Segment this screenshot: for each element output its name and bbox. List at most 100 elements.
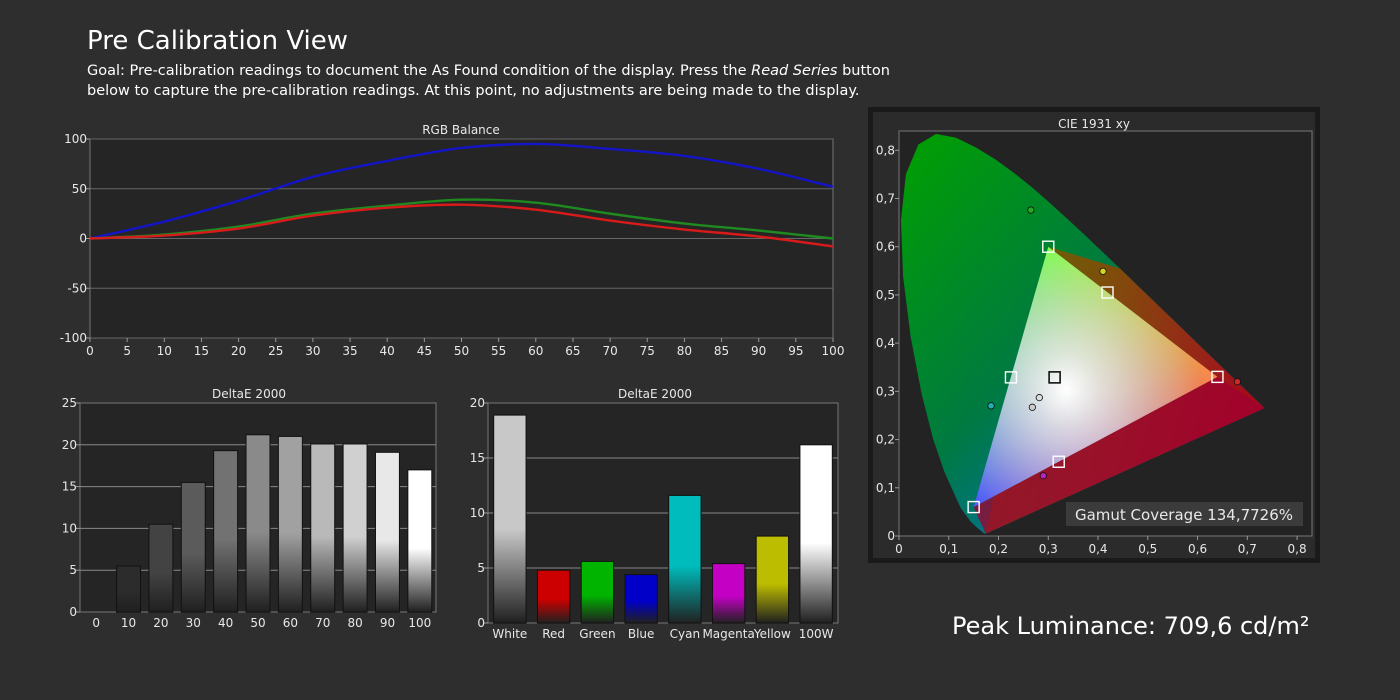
deltae-bar (711, 563, 746, 624)
cie-locus-purple (973, 376, 1265, 534)
cie-target-square (1042, 240, 1055, 253)
deltae-x-tick-label: 100 (408, 616, 431, 630)
deltae-bar (180, 481, 206, 613)
goal-emphasis: Read Series (751, 63, 838, 79)
deltae-x-tick-label: 60 (283, 616, 298, 630)
deltae-x-tick-label: 20 (153, 616, 168, 630)
cie-y-tick-label: 0,1 (876, 481, 895, 495)
cie-x-tick-label: 0,3 (1039, 542, 1058, 556)
deltae-bar (374, 451, 400, 613)
cie-y-tick-label: 0,5 (876, 288, 895, 302)
deltae-bar (213, 450, 239, 613)
cie-measured-point (1233, 378, 1241, 386)
rgb-x-tick-label: 55 (491, 344, 506, 358)
cie-measured-point (987, 402, 995, 410)
cie-x-tick-label: 0,7 (1238, 542, 1257, 556)
deltae-x-tick-label: 50 (250, 616, 265, 630)
deltae-bar (277, 435, 303, 613)
cie-y-tick-label: 0,3 (876, 384, 895, 398)
deltae-x-tick-label: 100W (799, 627, 834, 641)
cie-y-tick-label: 0,6 (876, 240, 895, 254)
cie-measured-point (1039, 472, 1047, 480)
deltae-bar (624, 574, 658, 624)
deltae-y-tick-label: 20 (62, 438, 77, 452)
rgb-x-tick-label: 90 (751, 344, 766, 358)
cie-target-square (1052, 455, 1065, 468)
deltae-y-tick-label: 15 (62, 480, 77, 494)
deltae-bar (148, 523, 174, 613)
deltae-x-tick-label: Yellow (753, 627, 791, 641)
deltae-y-tick-label: 0 (477, 616, 485, 630)
rgb-balance-title: RGB Balance (422, 123, 500, 137)
rgb-y-tick-label: 0 (79, 232, 87, 246)
deltae-x-tick-label: Blue (628, 627, 655, 641)
rgb-x-tick-label: 75 (640, 344, 655, 358)
rgb-x-tick-label: 30 (305, 344, 320, 358)
cie-y-tick-label: 0,4 (876, 336, 895, 350)
rgb-series-line-1 (89, 198, 834, 240)
deltae-bar (407, 469, 433, 613)
deltae-bar (342, 443, 368, 613)
rgb-x-tick-label: 15 (194, 344, 209, 358)
cie-whitepoint-square (1048, 371, 1061, 384)
rgb-y-tick-label: -100 (60, 331, 87, 345)
deltae-y-tick-label: 25 (62, 396, 77, 410)
deltae-colors-title: DeltaE 2000 (618, 387, 692, 401)
goal-text: Goal: Pre-calibration readings to docume… (87, 61, 927, 101)
cie-y-tick-label: 0 (887, 529, 895, 543)
deltae-x-tick-label: 0 (92, 616, 100, 630)
cie-x-tick-label: 0,4 (1088, 542, 1107, 556)
rgb-x-tick-label: 0 (86, 344, 94, 358)
goal-prefix: Goal: Pre-calibration readings to docume… (87, 63, 747, 79)
cie-x-tick-label: 0 (895, 542, 903, 556)
deltae-x-tick-label: Magenta (702, 627, 754, 641)
rgb-x-tick-label: 25 (268, 344, 283, 358)
deltae-x-tick-label: Cyan (670, 627, 700, 641)
rgb-x-tick-label: 20 (231, 344, 246, 358)
deltae-x-tick-label: White (492, 627, 527, 641)
rgb-x-tick-label: 50 (454, 344, 469, 358)
rgb-x-tick-label: 65 (565, 344, 580, 358)
gamut-coverage-label: Gamut Coverage 134,7726% (1075, 506, 1293, 524)
deltae-grayscale-title: DeltaE 2000 (212, 387, 286, 401)
rgb-y-tick-label: -50 (67, 281, 87, 295)
deltae-x-tick-label: Red (542, 627, 565, 641)
gamut-coverage-box (1066, 502, 1303, 526)
rgb-series-line-0 (89, 142, 834, 240)
cie-target-square (1101, 286, 1114, 299)
cie-measured-point (1099, 267, 1107, 275)
gamut-triangle-white (973, 246, 1218, 508)
rgb-x-tick-label: 85 (714, 344, 729, 358)
deltae-y-tick-label: 0 (69, 605, 77, 619)
cie-x-tick-label: 0,1 (939, 542, 958, 556)
cie-x-tick-label: 0,5 (1138, 542, 1157, 556)
rgb-x-tick-label: 95 (788, 344, 803, 358)
cie-x-tick-label: 0,6 (1188, 542, 1207, 556)
rgb-x-tick-label: 5 (123, 344, 131, 358)
cie-y-tick-label: 0,7 (876, 192, 895, 206)
rgb-x-tick-label: 70 (602, 344, 617, 358)
deltae-bar (668, 494, 702, 624)
peak-luminance: Peak Luminance: 709,6 cd/m² (952, 612, 1310, 640)
deltae-bar (799, 444, 833, 624)
cie-measured-point (1027, 206, 1035, 214)
deltae-x-tick-label: 90 (380, 616, 395, 630)
rgb-x-tick-label: 100 (822, 344, 845, 358)
rgb-x-tick-label: 60 (528, 344, 543, 358)
deltae-x-tick-label: 40 (218, 616, 233, 630)
deltae-bar (755, 535, 790, 624)
rgb-x-tick-label: 80 (677, 344, 692, 358)
cie-y-tick-label: 0,8 (876, 143, 895, 157)
deltae-x-tick-label: 70 (315, 616, 330, 630)
cie-target-square (967, 500, 980, 514)
cie-target-square (1004, 371, 1018, 384)
deltae-y-tick-label: 5 (69, 563, 77, 577)
rgb-x-tick-label: 35 (342, 344, 357, 358)
peak-luminance-label: Peak Luminance: (952, 612, 1156, 640)
deltae-bar (580, 560, 615, 624)
goal-suffix: button below to capture the pre-calibrat… (87, 63, 890, 99)
